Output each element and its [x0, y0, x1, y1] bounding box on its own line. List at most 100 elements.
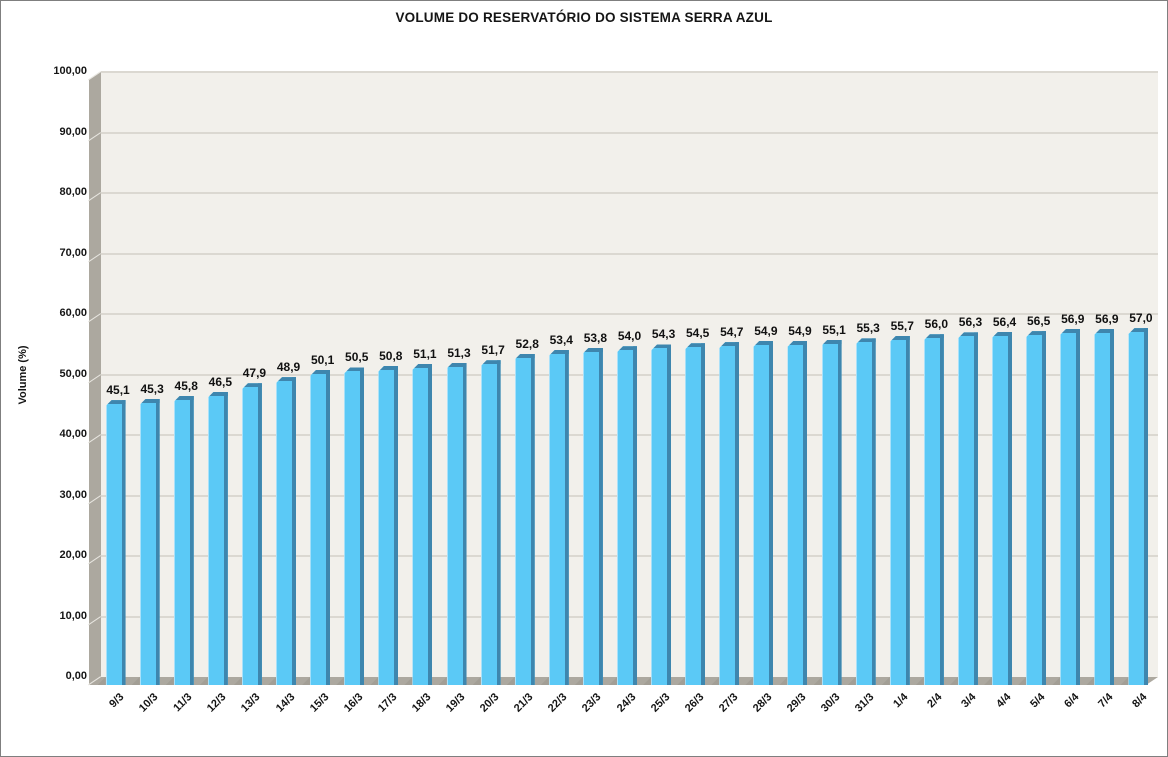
bar [957, 332, 978, 685]
bar-value-label: 54,0 [617, 329, 642, 344]
bar [241, 383, 262, 685]
bar-value-label: 52,8 [515, 336, 539, 351]
bar [412, 363, 433, 685]
bar-shadow [199, 677, 208, 685]
bar-value-label: 45,3 [140, 381, 164, 396]
bar-value-label: 46,5 [208, 374, 232, 389]
bar-value-label: 50,8 [379, 348, 403, 363]
bar [548, 349, 569, 685]
y-tick-label: 60,00 [59, 307, 87, 319]
gridline [101, 71, 1158, 73]
y-tick-label: 30,00 [59, 488, 87, 501]
bar-value-label: 54,9 [754, 323, 778, 338]
bar-value-label: 50,1 [310, 352, 335, 367]
bar-shadow [984, 677, 993, 685]
bar-shadow [1086, 677, 1095, 685]
bar [1060, 328, 1081, 685]
bar-shadow [949, 677, 958, 685]
y-tick-label: 0,00 [65, 670, 87, 682]
y-tick-label: 70,00 [59, 246, 87, 259]
gridline [101, 131, 1158, 134]
y-tick-label: 80,00 [59, 186, 87, 198]
bar-shadow [1052, 677, 1061, 685]
y-tick-label: 20,00 [59, 549, 87, 561]
gridline [101, 192, 1158, 194]
bar [855, 338, 876, 685]
bar-shadow [165, 677, 174, 685]
bar-shadow [233, 677, 242, 685]
bar-value-label: 51,3 [447, 345, 471, 360]
bar-shadow [779, 677, 788, 685]
bar-shadow [472, 677, 481, 685]
bar [173, 395, 194, 685]
chart-title: VOLUME DO RESERVATÓRIO DO SISTEMA SERRA … [395, 10, 773, 25]
bar [719, 342, 740, 685]
bar-value-label: 54,3 [651, 327, 676, 342]
bar [446, 362, 467, 685]
bar-value-label: 48,9 [276, 360, 301, 375]
bar [923, 334, 944, 685]
y-tick-label: 90,00 [59, 125, 87, 138]
bar-shadow [506, 677, 515, 685]
bar-value-label: 54,9 [788, 323, 812, 338]
y-tick-label: 40,00 [59, 428, 87, 440]
bar [276, 377, 297, 685]
bar [617, 346, 637, 685]
bar-value-label: 53,8 [583, 330, 608, 345]
bar [753, 340, 774, 685]
bar [1128, 328, 1149, 685]
bar [310, 369, 331, 685]
bar-shadow [609, 677, 617, 685]
y-tick-label: 100,00 [53, 65, 87, 77]
bar-shadow [1018, 677, 1027, 685]
bar-shadow [97, 677, 106, 685]
bar-shadow [847, 677, 856, 685]
gridline [101, 313, 1158, 315]
bar [207, 391, 228, 685]
bar [514, 353, 535, 685]
bar-shadow [370, 677, 379, 685]
bar [651, 344, 672, 685]
bar [582, 347, 603, 685]
bar-shadow [404, 677, 413, 685]
bar-value-label: 56,9 [1095, 311, 1119, 326]
bar [821, 339, 842, 685]
bar-value-label: 56,4 [992, 314, 1017, 329]
bar-value-label: 56,5 [1026, 314, 1051, 329]
bar-value-label: 50,5 [345, 350, 369, 365]
bar [1026, 331, 1047, 685]
gridline [101, 252, 1158, 255]
bar-value-label: 51,7 [481, 343, 505, 358]
bar-value-label: 57,0 [1129, 311, 1153, 326]
bar [992, 331, 1013, 685]
bar-shadow [745, 677, 754, 685]
bar-shadow [131, 677, 140, 685]
bar-value-label: 51,1 [413, 346, 437, 361]
bar [378, 365, 399, 685]
bar-shadow [881, 677, 890, 685]
bar-value-label: 55,7 [890, 319, 914, 333]
bar-value-label: 45,1 [106, 383, 130, 398]
bar [480, 360, 501, 685]
bar [889, 336, 910, 685]
bar-value-label: 47,9 [242, 366, 267, 381]
bar-shadow [915, 677, 924, 685]
bar-shadow [336, 677, 345, 685]
bar-value-label: 53,4 [549, 332, 573, 347]
bar-shadow [574, 677, 583, 685]
bar-value-label: 45,8 [174, 378, 198, 393]
bar-value-label: 56,0 [924, 317, 949, 332]
bar-value-label: 55,1 [822, 322, 846, 337]
bar-shadow [302, 677, 311, 685]
bar [1094, 328, 1115, 685]
bar-value-label: 56,9 [1061, 311, 1085, 326]
y-tick-label: 50,00 [59, 367, 87, 380]
bar [139, 398, 160, 685]
bar-value-label: 55,3 [856, 321, 880, 336]
bar-shadow [540, 677, 549, 685]
bar-shadow [677, 677, 686, 685]
bar-shadow [268, 677, 277, 685]
bar-shadow [1120, 677, 1129, 685]
